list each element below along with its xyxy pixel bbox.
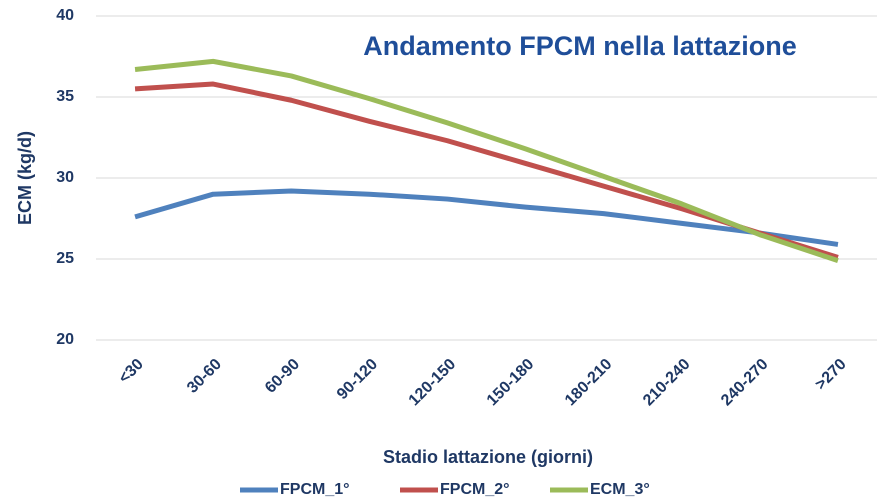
x-tick-label: 180-210 [562, 356, 616, 410]
x-axis-label: Stadio lattazione (giorni) [383, 447, 593, 467]
legend-label: ECM_3° [590, 481, 650, 498]
chart-title: Andamento FPCM nella lattazione [363, 31, 797, 61]
line-series [134, 58, 839, 263]
line-series [134, 188, 839, 247]
legend-label: FPCM_2° [440, 481, 510, 498]
x-tick-label: 90-120 [334, 356, 381, 403]
y-tick-label: 20 [56, 331, 74, 348]
legend-label: FPCM_1° [280, 481, 350, 498]
y-tick-label: 30 [56, 169, 74, 186]
x-tick-label: >270 [812, 356, 850, 394]
x-tick-label: <30 [116, 356, 147, 387]
x-tick-label: 60-90 [262, 356, 303, 397]
y-tick-label: 25 [56, 250, 74, 267]
x-tick-label: 120-150 [406, 356, 460, 410]
x-tick-label: 30-60 [184, 356, 225, 397]
x-tick-label: 210-240 [640, 356, 694, 410]
x-tick-label: 240-270 [718, 356, 772, 410]
y-tick-label: 40 [56, 7, 74, 24]
x-tick-label: 150-180 [484, 356, 538, 410]
y-axis-label: ECM (kg/d) [15, 131, 35, 225]
y-tick-label: 35 [56, 88, 74, 105]
